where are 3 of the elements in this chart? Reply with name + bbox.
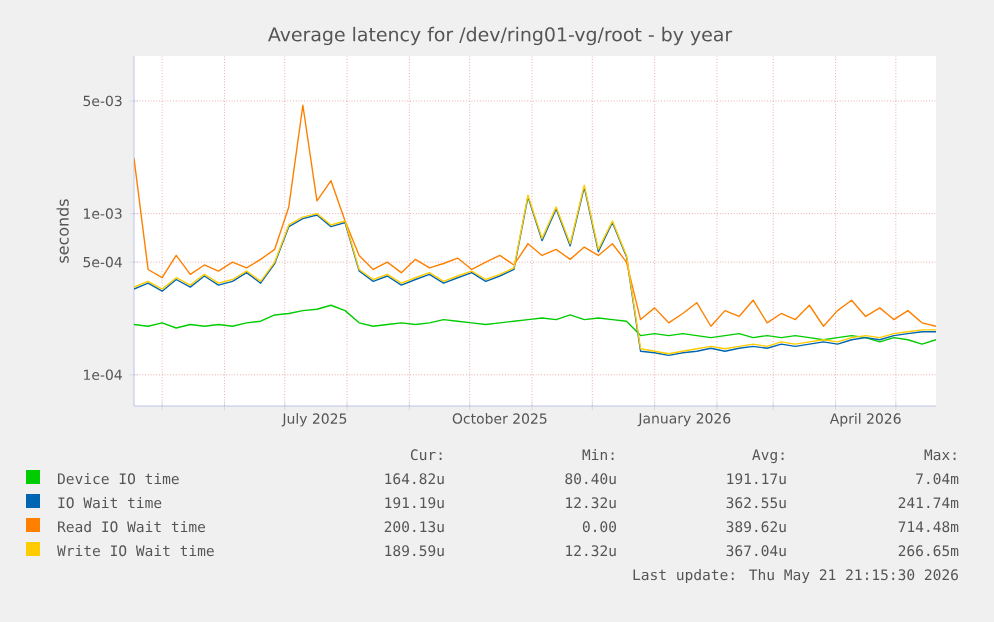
line-series — [134, 304, 937, 345]
chart-title: Average latency for /dev/ring01-vg/root - by year — [268, 26, 733, 46]
line-series — [134, 104, 937, 327]
